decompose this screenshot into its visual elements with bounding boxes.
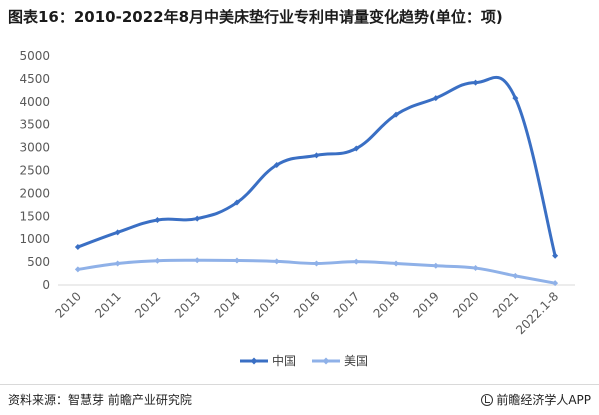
y-tick-label: 2000 (19, 186, 50, 200)
data-point (472, 79, 479, 86)
data-point (472, 265, 479, 272)
x-tick-label: 2011 (92, 289, 123, 320)
legend-marker (250, 357, 258, 365)
data-point (393, 260, 400, 267)
data-point (313, 152, 320, 159)
data-point (154, 216, 161, 223)
data-point (114, 229, 121, 236)
y-tick-label: 4000 (19, 95, 50, 109)
data-point (552, 280, 559, 287)
x-tick-label: 2012 (132, 289, 163, 320)
y-tick-label: 1000 (19, 232, 50, 246)
data-point (432, 95, 439, 102)
y-tick-label: 3500 (19, 118, 50, 132)
data-point (512, 272, 519, 279)
x-tick-label: 2013 (172, 289, 203, 320)
x-tick-label: 2010 (53, 289, 84, 320)
data-point (273, 162, 280, 169)
legend: 中国 美国 (240, 353, 368, 368)
data-point (74, 243, 81, 250)
x-tick-label: 2020 (450, 289, 481, 320)
x-tick-label: 2015 (251, 289, 282, 320)
brand-text: 前瞻经济学人APP (496, 393, 591, 407)
legend-marker (322, 357, 330, 365)
chart-title: 图表16：2010-2022年8月中美床垫行业专利申请量变化趋势(单位：项) (8, 8, 503, 26)
data-point (233, 257, 240, 264)
y-axis: 0 500 1000 1500 2000 2500 3000 3500 4000 4500 5000 (19, 49, 50, 292)
x-axis: 2010 2011 2012 2013 2014 2015 2016 2017 2018 2019… (53, 284, 575, 337)
x-tick-label: 2018 (371, 289, 402, 320)
data-point (74, 266, 81, 273)
brand-logo-icon (481, 394, 494, 406)
data-point (194, 257, 201, 264)
data-point (353, 145, 360, 152)
data-point (432, 262, 439, 269)
data-point (552, 252, 559, 259)
line-chart: 0 500 1000 1500 2000 2500 3000 3500 4000 4500 5000… (19, 49, 575, 368)
data-point (154, 257, 161, 264)
data-point (194, 215, 201, 222)
x-tick-label: 2022.1-8 (513, 289, 561, 337)
series-layer (74, 75, 559, 287)
series-line (76, 75, 557, 258)
data-point (393, 111, 400, 118)
data-point (233, 199, 240, 206)
y-tick-label: 1500 (19, 209, 50, 223)
y-tick-label: 5000 (19, 49, 50, 63)
y-tick-label: 0 (42, 278, 50, 292)
brand-label: 前瞻经济学人APP (481, 391, 591, 408)
y-tick-label: 2500 (19, 164, 50, 178)
footer: 资料来源：智慧芽 前瞻产业研究院 前瞻经济学人APP (0, 384, 599, 415)
data-point (114, 260, 121, 267)
data-point (313, 260, 320, 267)
x-tick-label: 2014 (212, 289, 243, 320)
y-tick-label: 500 (27, 255, 50, 269)
source-note: 资料来源：智慧芽 前瞻产业研究院 (8, 393, 192, 407)
legend-label: 中国 (272, 353, 296, 368)
x-tick-label: 2017 (331, 289, 362, 320)
x-tick-label: 2016 (291, 289, 322, 320)
data-point (353, 258, 360, 265)
x-tick-label: 2019 (410, 289, 441, 320)
data-point (273, 258, 280, 265)
x-tick-label: 2021 (490, 289, 521, 320)
y-tick-label: 3000 (19, 141, 50, 155)
legend-label: 美国 (344, 354, 368, 368)
y-tick-label: 4500 (19, 72, 50, 86)
data-point (512, 95, 519, 102)
